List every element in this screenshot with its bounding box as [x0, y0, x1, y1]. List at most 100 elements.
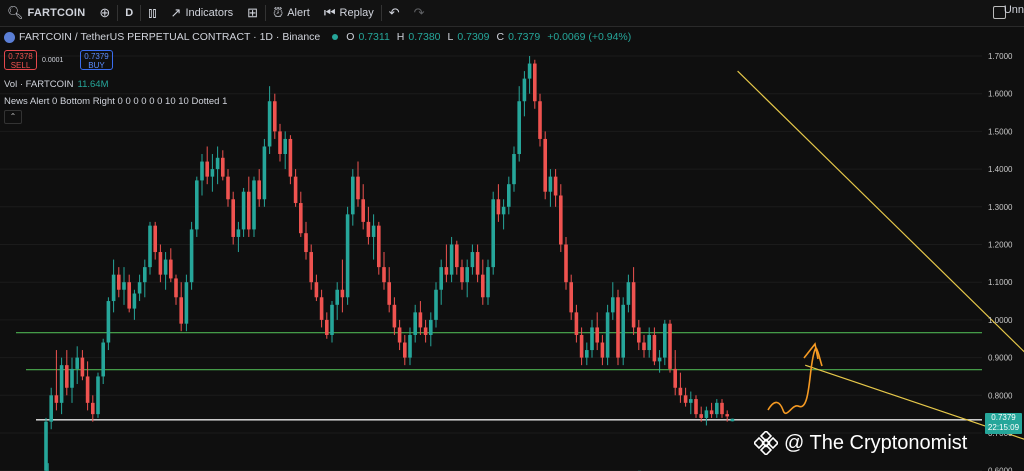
candle-up [663, 323, 667, 358]
candle-down [54, 395, 59, 403]
price-tick-label: 1.1000 [988, 278, 1013, 287]
candle-down [314, 282, 319, 298]
layouts-button[interactable]: ⊞ [240, 0, 265, 26]
candle-down [179, 297, 183, 324]
layout-name[interactable]: Unn [1003, 4, 1024, 16]
candle-up [163, 259, 168, 275]
candle-down [569, 282, 573, 313]
redo-button[interactable]: ↷ [407, 0, 432, 26]
binance-logo-icon [754, 431, 778, 455]
sell-button[interactable]: 0.7378 SELL [4, 50, 37, 70]
candle-down [475, 252, 480, 275]
replay-icon: ⏮︎ [323, 5, 336, 20]
volume-value: 11.64M [77, 79, 109, 90]
candle-up [689, 399, 693, 403]
candle-down [559, 195, 563, 245]
candle-down [127, 282, 131, 309]
ohlc-open-key: O [346, 31, 355, 43]
candle-down [356, 176, 360, 200]
candle-up [49, 395, 53, 422]
candle-up [371, 225, 376, 237]
fullscreen-checkbox-icon[interactable] [993, 6, 1006, 19]
trendline [737, 70, 1024, 353]
candle-down [392, 304, 397, 328]
candle-down [377, 225, 381, 268]
collapse-legend-button[interactable]: ⌃ [4, 110, 22, 124]
candle-down [221, 157, 225, 177]
candle-down [418, 312, 423, 328]
candle-up [195, 180, 199, 230]
candle-up [465, 267, 469, 283]
price-axis: 1.7000 1.6000 1.5000 1.4000 1.3000 1.2000 1.10… [988, 52, 1013, 471]
candle-down [652, 334, 657, 362]
candle-down [340, 289, 345, 298]
price-tick-label: 1.5000 [988, 127, 1013, 136]
candle-up [335, 289, 339, 305]
watermark: @ The Cryptonomist [754, 431, 967, 455]
candle-down [600, 342, 605, 358]
add-symbol-icon: ⊕ [99, 5, 111, 20]
replay-button[interactable]: ⏮︎ Replay [317, 0, 381, 26]
news-alert-legend[interactable]: News Alert 0 Bottom Right 0 0 0 0 0 0 10… [4, 96, 228, 107]
candle-down [455, 244, 459, 268]
candle-up [106, 301, 111, 343]
candle-up [96, 376, 100, 415]
symbol-legend: FARTCOIN / TetherUS PERPETUAL CONTRACT ·… [4, 31, 634, 43]
candle-up [429, 319, 433, 335]
candle-down [564, 244, 568, 283]
last-price: 0.7379 [991, 413, 1016, 422]
candle-up [122, 282, 126, 290]
candle-up [439, 267, 443, 290]
candle-up [137, 282, 142, 294]
sell-price: 0.7378 [8, 52, 33, 61]
undo-button[interactable]: ↶ [382, 0, 407, 26]
candle-down [65, 365, 69, 388]
candle-down [174, 278, 178, 298]
volume-legend[interactable]: Vol · FARTCOIN 11.64M [4, 79, 109, 90]
chart-type-button[interactable]: ⫾⫾ [141, 0, 163, 26]
alert-button[interactable]: ⏰︎ Alert [266, 0, 317, 26]
buy-button[interactable]: 0.7379 BUY [80, 50, 113, 70]
candle-up [215, 157, 220, 170]
interval-button[interactable]: D [118, 0, 140, 26]
ohlc-low-key: L [447, 31, 454, 43]
sell-label: SELL [10, 61, 31, 70]
price-tick-label: 1.6000 [988, 90, 1013, 99]
symbol-search[interactable]: 🔍︎ FARTCOIN [0, 0, 92, 26]
coin-logo-icon [4, 31, 15, 43]
candle-down [293, 176, 298, 204]
candle-up [351, 176, 355, 215]
candle-down [533, 63, 537, 102]
candle-up [647, 334, 651, 351]
watermark-text: @ The Cryptonomist [784, 431, 968, 454]
candle-down [387, 282, 391, 305]
candle-down [288, 138, 293, 177]
price-tick-label: 1.2000 [988, 241, 1013, 250]
candle-down [683, 395, 688, 403]
replay-label: Replay [339, 7, 374, 19]
candle-up [548, 176, 553, 192]
indicators-icon: ↗ [170, 5, 182, 20]
candle-up [59, 365, 64, 403]
candle-down [574, 312, 579, 335]
candle-up [236, 229, 241, 237]
trendline [805, 364, 1024, 440]
compare-button[interactable]: ⊕ [92, 0, 117, 26]
toolbar-divider [117, 5, 119, 21]
candle-down [325, 319, 329, 335]
candle-down [247, 191, 251, 230]
indicators-button[interactable]: ↗ Indicators [164, 0, 241, 26]
candle-down [699, 414, 703, 418]
candle-up [605, 312, 610, 358]
grid-icon: ⊞ [247, 5, 259, 20]
toolbar-divider [380, 5, 382, 21]
candle-down [694, 399, 698, 415]
candle-up [413, 312, 417, 335]
candle-down [678, 387, 683, 396]
candle-up [590, 327, 594, 351]
candle-down [226, 176, 230, 200]
legend-title[interactable]: FARTCOIN / TetherUS PERPETUAL CONTRACT ·… [19, 31, 321, 43]
candle-up [522, 78, 527, 102]
support-levels [16, 332, 982, 421]
